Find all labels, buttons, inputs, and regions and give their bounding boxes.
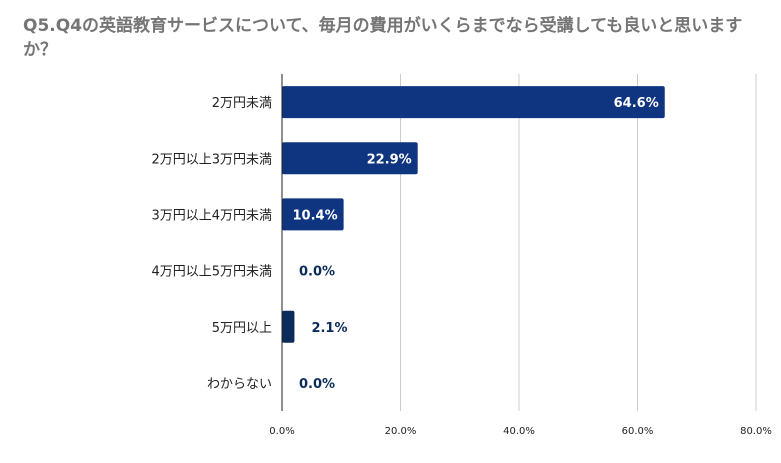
category-label: 2万円以上3万円未満 — [151, 152, 272, 167]
x-tick-label: 40.0% — [503, 426, 535, 437]
category-label: 3万円以上4万円未満 — [151, 208, 272, 223]
bar — [282, 310, 295, 343]
category-label: 2万円未満 — [212, 96, 272, 111]
data-label: 10.4% — [293, 208, 338, 223]
bar — [282, 142, 418, 175]
x-tick-label: 80.0% — [740, 426, 772, 437]
category-label: 5万円以上 — [212, 321, 272, 336]
category-label: わからない — [207, 377, 272, 392]
data-label: 0.0% — [299, 377, 335, 392]
data-label: 22.9% — [367, 152, 412, 167]
data-label: 0.0% — [299, 265, 335, 280]
bar — [282, 86, 665, 119]
data-label: 64.6% — [614, 96, 659, 111]
bar — [282, 198, 344, 231]
x-tick-label: 0.0% — [269, 426, 294, 437]
x-tick-label: 60.0% — [622, 426, 654, 437]
category-label: 4万円以上5万円未満 — [151, 265, 272, 280]
chart-title: Q5.Q4の英語教育サービスについて、毎月の費用がいくらまでなら受講しても良いと… — [23, 16, 743, 60]
labels: 0.0% 20.0% 40.0% 60.0% 80.0% 2万円未満 64.6% 2万円以上3… — [151, 96, 771, 437]
x-tick-label: 20.0% — [385, 426, 417, 437]
bars — [282, 86, 665, 343]
data-label: 2.1% — [311, 321, 347, 336]
gridlines — [400, 74, 757, 411]
